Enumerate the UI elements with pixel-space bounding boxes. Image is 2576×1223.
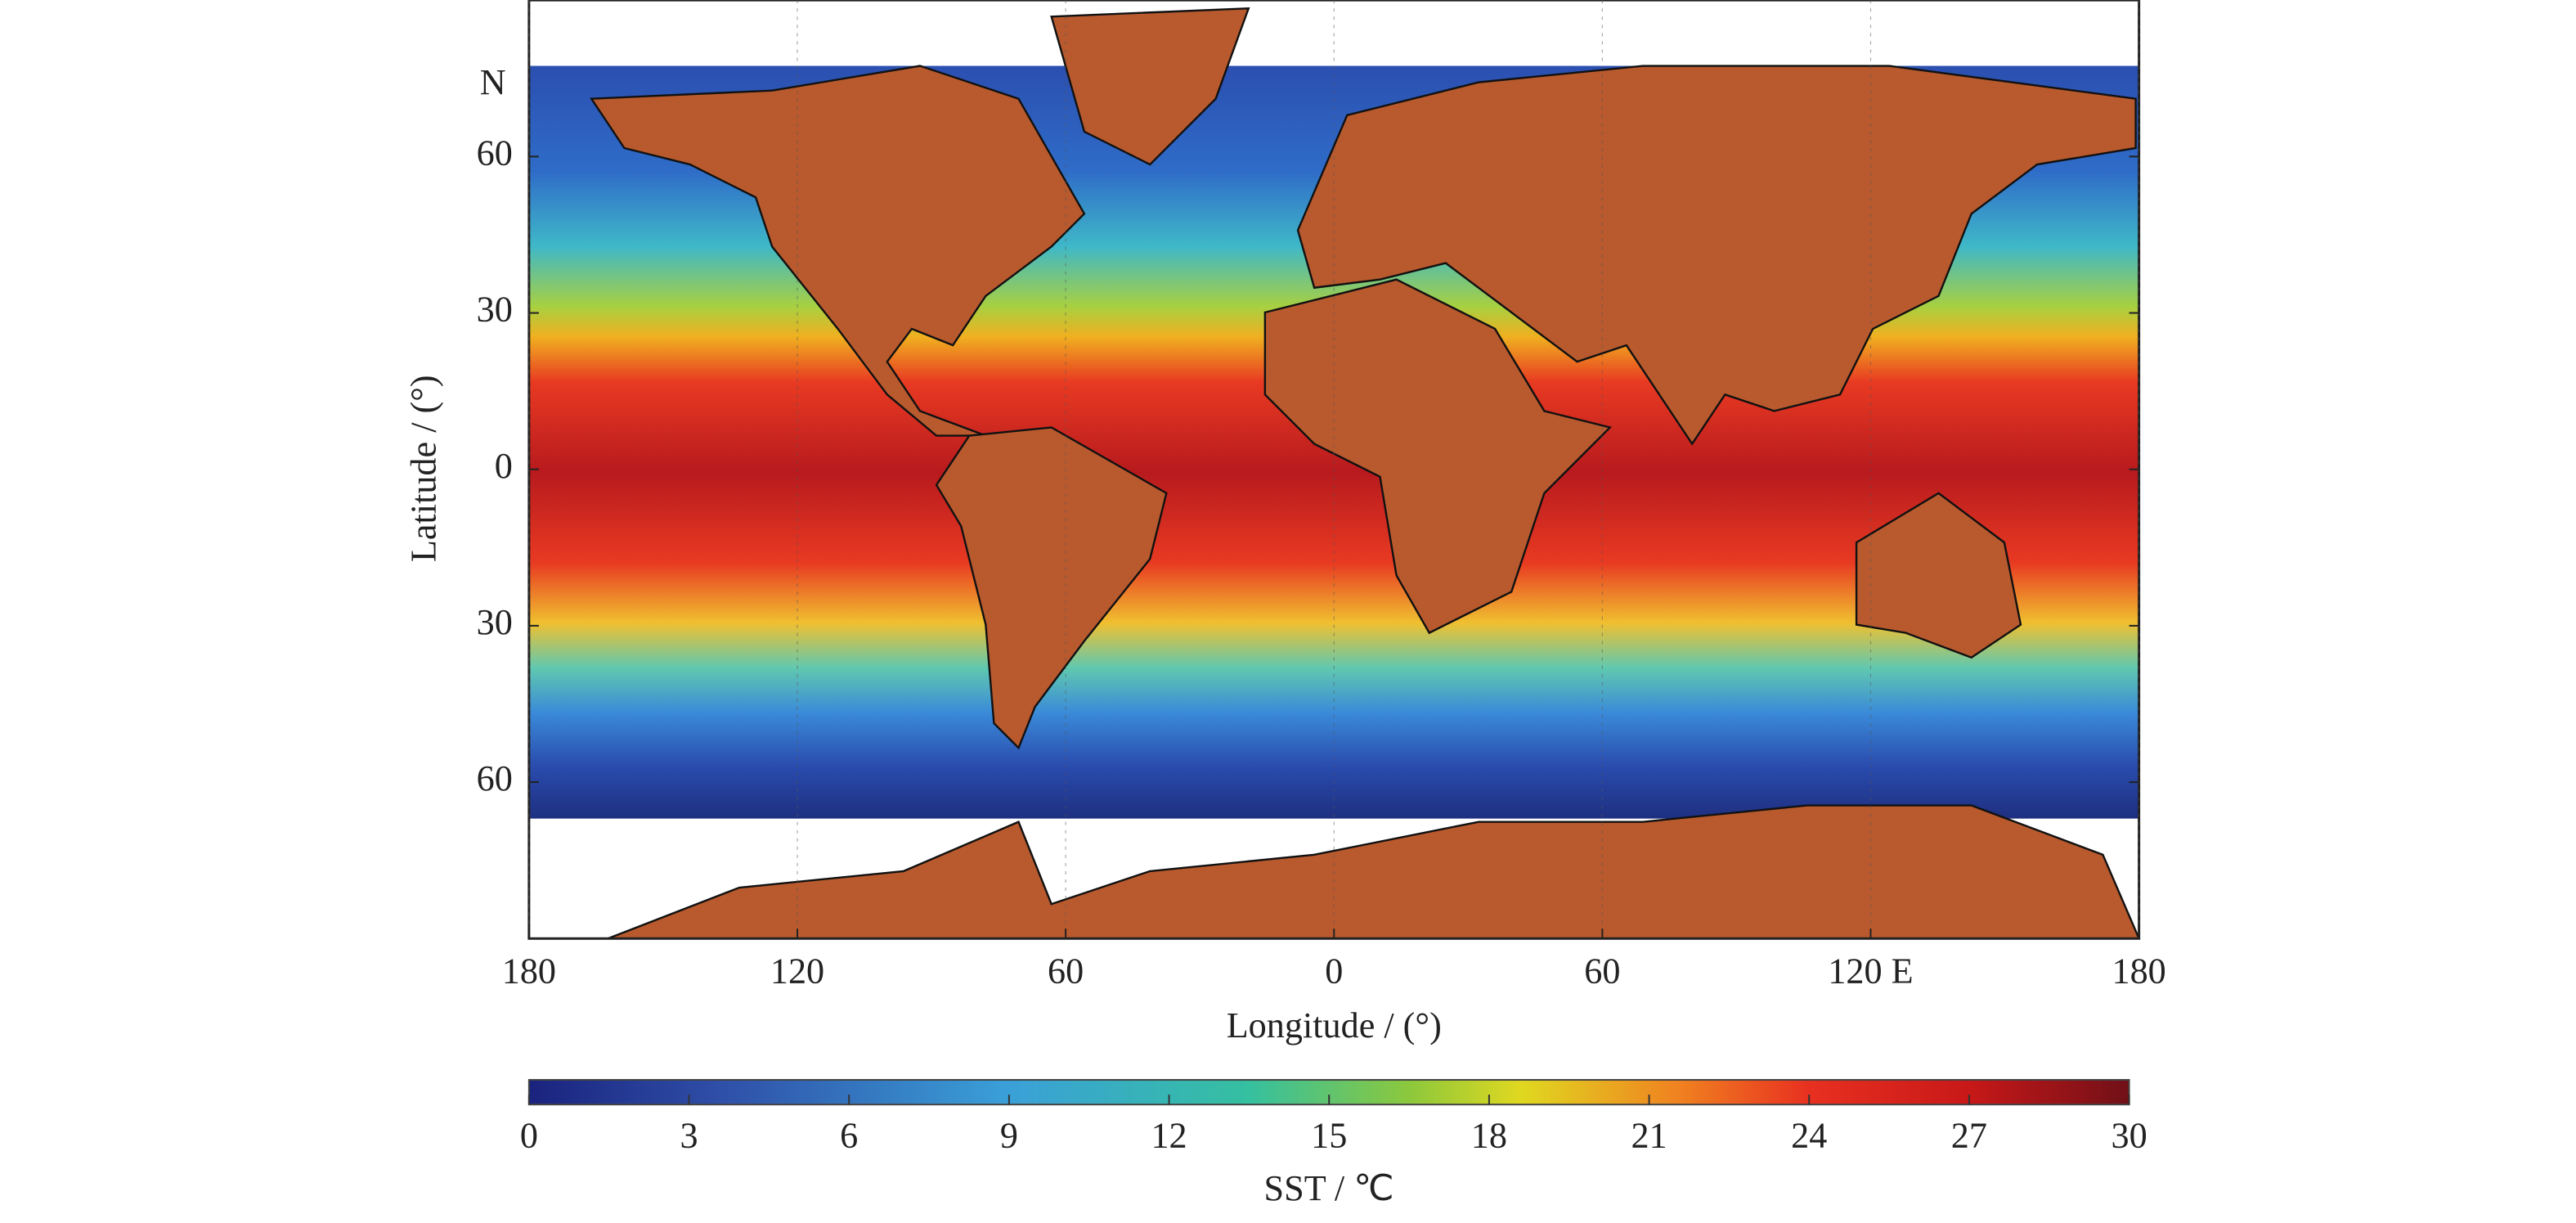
colorbar-tick-label: 12: [1151, 1116, 1187, 1156]
colorbar-tick-label: 24: [1791, 1116, 1827, 1156]
colorbar-tick-label: 27: [1951, 1116, 1987, 1156]
colorbar-label: SST / ℃: [1264, 1168, 1394, 1208]
africa: [1263, 278, 1613, 635]
north-label: N: [480, 62, 506, 102]
x-tick-label: 60: [1048, 951, 1084, 991]
colorbar-tick-label: 9: [1000, 1116, 1018, 1156]
x-tick-label: 180: [502, 951, 556, 991]
colorbar-tick-label: 30: [2111, 1116, 2147, 1156]
eurasia: [1296, 65, 2137, 446]
australia: [1855, 492, 2022, 659]
y-axis-label: Latitude / (°): [403, 375, 443, 562]
y-tick-label: 30: [477, 602, 513, 642]
colorbar-tick-label: 0: [520, 1116, 538, 1156]
x-tick-label: 60: [1584, 951, 1620, 991]
north-america: [590, 65, 1086, 437]
x-tick-label: 120 E: [1828, 951, 1913, 991]
greenland: [1050, 7, 1250, 166]
x-tick-label: 0: [1325, 951, 1343, 991]
x-tick-label: 120: [770, 951, 824, 991]
y-tick-label: 60: [477, 758, 513, 798]
colorbar-tick-label: 6: [840, 1116, 858, 1156]
y-tick-label: 30: [477, 290, 513, 330]
y-tick-label: 60: [477, 133, 513, 173]
colorbar-tick-label: 21: [1631, 1116, 1667, 1156]
antarctica: [607, 804, 2141, 940]
x-tick-label: 180: [2112, 951, 2165, 991]
south-america: [935, 426, 1168, 750]
colorbar-tick-label: 18: [1471, 1116, 1507, 1156]
colorbar-tick-label: 3: [680, 1116, 698, 1156]
colorbar-tick-label: 15: [1311, 1116, 1347, 1156]
x-axis-label: Longitude / (°): [1227, 1005, 1442, 1045]
y-tick-label: 0: [495, 446, 513, 486]
